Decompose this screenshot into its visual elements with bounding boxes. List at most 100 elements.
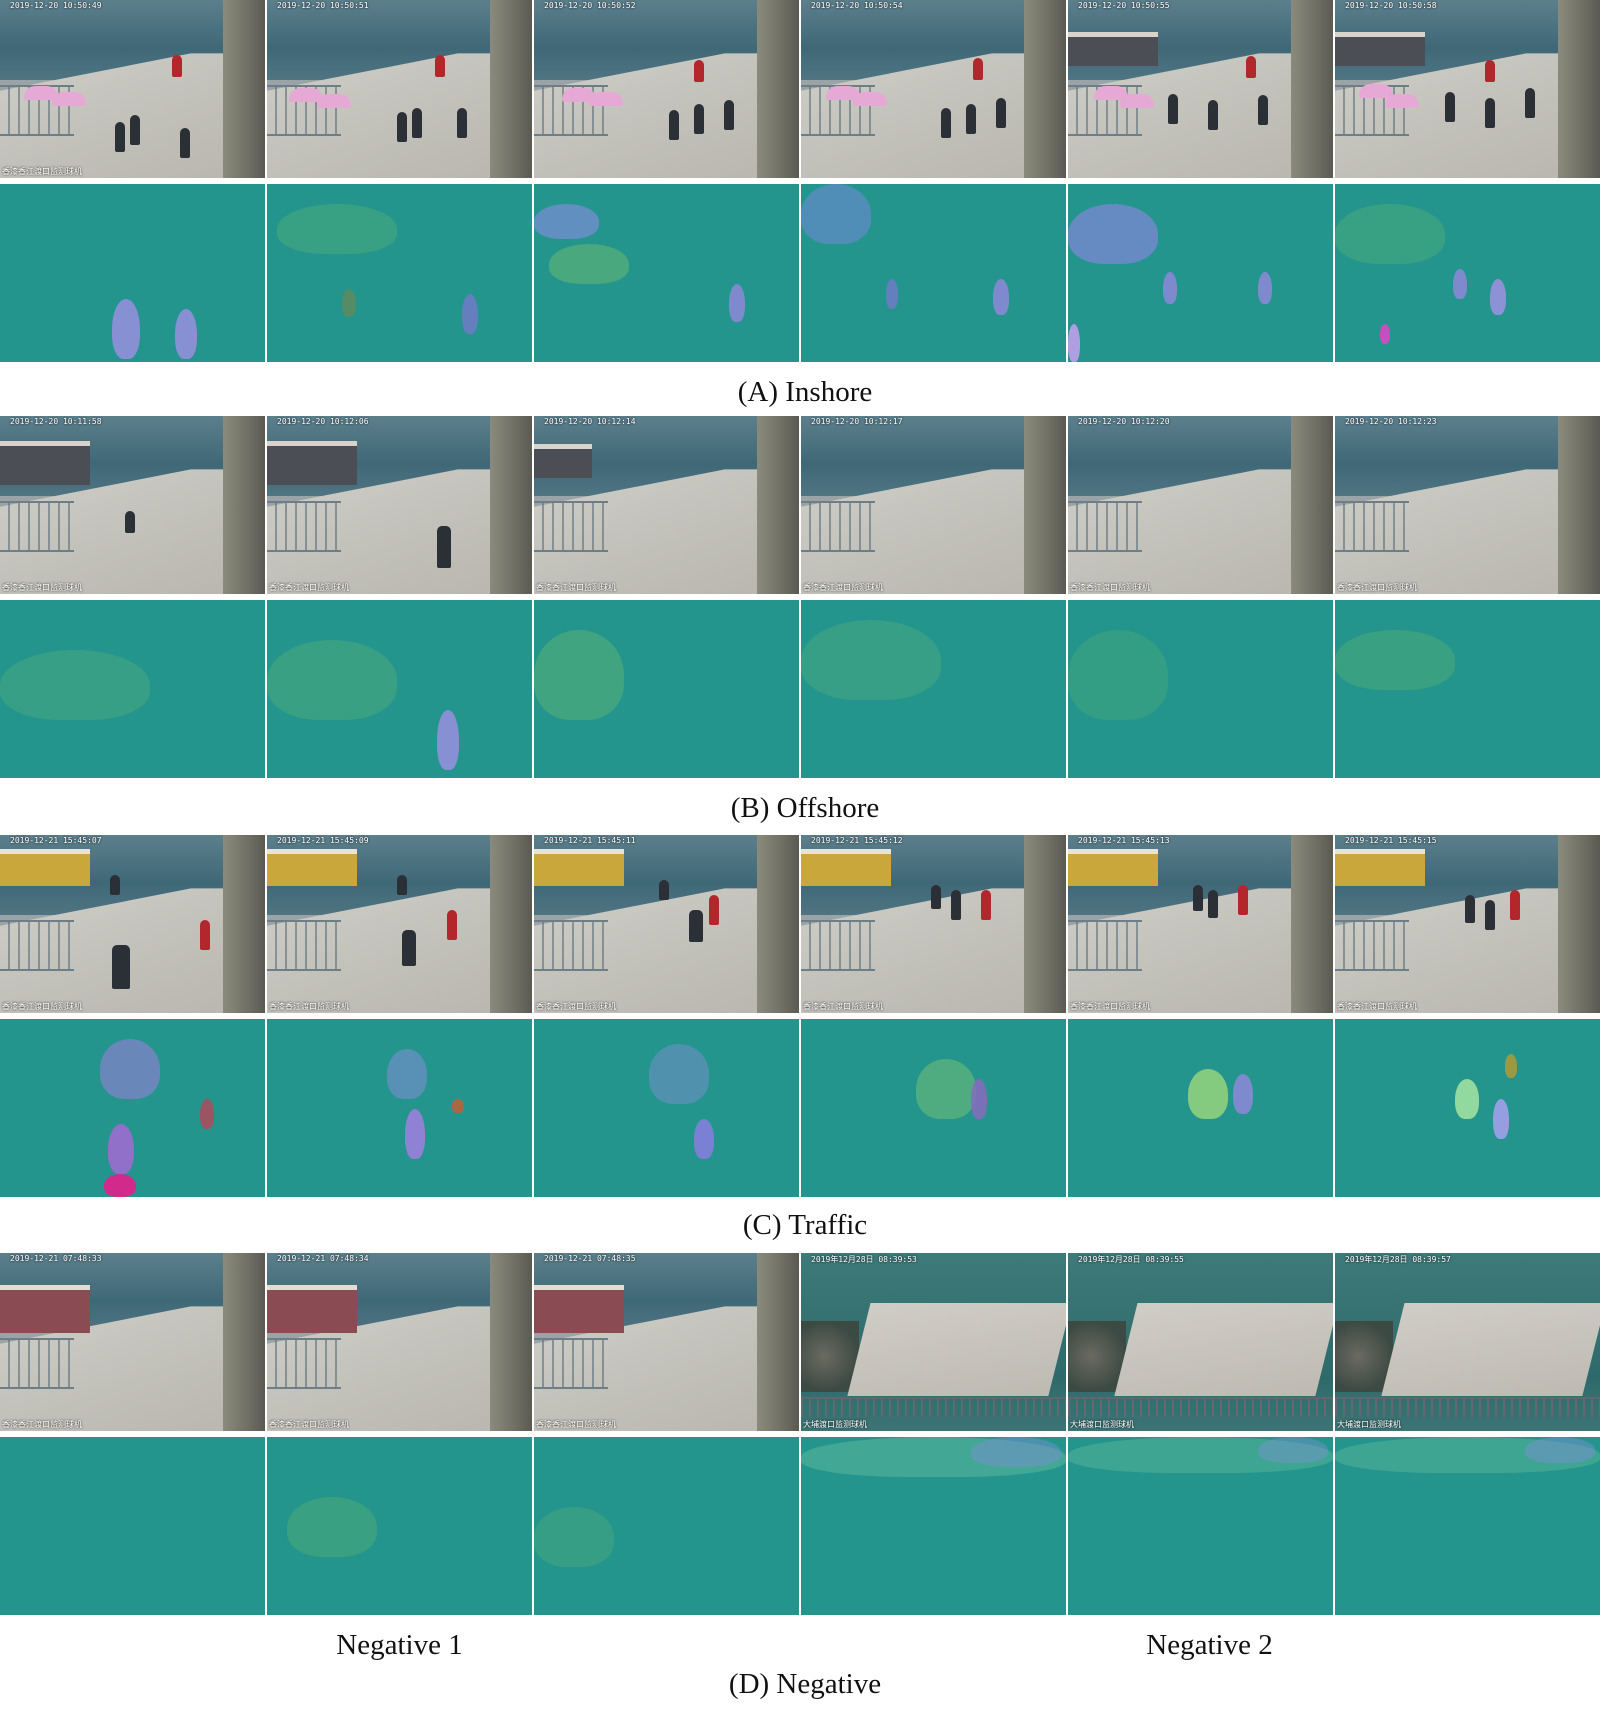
- frame-d3: 2019-12-21 07:48:35 香漆香江渡口监测球机: [534, 1253, 799, 1431]
- location-label: 香漆香江渡口监测球机: [1070, 1002, 1150, 1011]
- timestamp: 2019年12月28日 08:39:55: [1078, 1255, 1184, 1264]
- location-label: 香漆香江渡口监测球机: [536, 1002, 616, 1011]
- frame-b6: 2019-12-20 10:12:23 香漆香江渡口监测球机: [1335, 416, 1600, 594]
- frame-d1: 2019-12-21 07:48:33 香漆香江渡口监测球机: [0, 1253, 265, 1431]
- flow-b5: [1068, 600, 1333, 778]
- flow-d1: [0, 1437, 265, 1615]
- flow-b6: [1335, 600, 1600, 778]
- timestamp: 2019-12-21 15:45:07: [10, 836, 102, 845]
- frame-a6: 2019-12-20 10:50:58: [1335, 0, 1600, 178]
- frame-b2: 2019-12-20 10:12:06 香漆香江渡口监测球机: [267, 416, 532, 594]
- location-label: 香漆香江渡口监测球机: [1337, 583, 1417, 592]
- timestamp: 2019-12-21 07:48:33: [10, 1254, 102, 1263]
- timestamp: 2019-12-20 10:50:55: [1078, 1, 1170, 10]
- panel-d-frames: 2019-12-21 07:48:33 香漆香江渡口监测球机 2019-12-2…: [0, 1253, 1610, 1431]
- timestamp: 2019-12-20 10:12:06: [277, 417, 369, 426]
- timestamp: 2019-12-21 15:45:13: [1078, 836, 1170, 845]
- panel-d-flow: [0, 1437, 1610, 1615]
- flow-a4: [801, 184, 1066, 362]
- timestamp: 2019-12-21 15:45:11: [544, 836, 636, 845]
- frame-c4: 2019-12-21 15:45:12 香漆香江渡口监测球机: [801, 835, 1066, 1013]
- location-label: 香漆香江渡口监测球机: [803, 1002, 883, 1011]
- location-label: 香漆香江渡口监测球机: [536, 583, 616, 592]
- frame-c2: 2019-12-21 15:45:09 香漆香江渡口监测球机: [267, 835, 532, 1013]
- panel-b-flow: [0, 600, 1610, 778]
- flow-d3: [534, 1437, 799, 1615]
- location-label: 香漆香江渡口监测球机: [2, 1420, 82, 1429]
- caption-a: (A) Inshore: [737, 376, 873, 408]
- location-label: 大埔渡口监测球机: [1337, 1420, 1401, 1429]
- subcaption-negative-2: Negative 2: [1146, 1629, 1273, 1661]
- flow-b2: [267, 600, 532, 778]
- location-label: 香漆香江渡口监测球机: [2, 167, 82, 176]
- flow-a3: [534, 184, 799, 362]
- frame-d4: 2019年12月28日 08:39:53 大埔渡口监测球机: [801, 1253, 1066, 1431]
- location-label: 香漆香江渡口监测球机: [803, 583, 883, 592]
- flow-d2: [267, 1437, 532, 1615]
- location-label: 香漆香江渡口监测球机: [2, 1002, 82, 1011]
- frame-c1: 2019-12-21 15:45:07 香漆香江渡口监测球机: [0, 835, 265, 1013]
- timestamp: 2019-12-20 10:12:23: [1345, 417, 1437, 426]
- location-label: 香漆香江渡口监测球机: [1070, 583, 1150, 592]
- frame-c3: 2019-12-21 15:45:11 香漆香江渡口监测球机: [534, 835, 799, 1013]
- frame-a5: 2019-12-20 10:50:55: [1068, 0, 1333, 178]
- flow-c2: [267, 1019, 532, 1197]
- location-label: 香漆香江渡口监测球机: [269, 583, 349, 592]
- caption-b: (B) Offshore: [730, 792, 880, 824]
- frame-b5: 2019-12-20 10:12:20 香漆香江渡口监测球机: [1068, 416, 1333, 594]
- timestamp: 2019-12-21 07:48:35: [544, 1254, 636, 1263]
- frame-a1: 2019-12-20 10:50:49 香漆香江渡口监测球机: [0, 0, 265, 178]
- panel-a-flow: [0, 184, 1610, 362]
- frame-a4: 2019-12-20 10:50:54: [801, 0, 1066, 178]
- flow-b4: [801, 600, 1066, 778]
- panel-b-frames: 2019-12-20 10:11:58 香漆香江渡口监测球机 2019-12-2…: [0, 416, 1610, 594]
- location-label: 香漆香江渡口监测球机: [269, 1420, 349, 1429]
- frame-d6: 2019年12月28日 08:39:57 大埔渡口监测球机: [1335, 1253, 1600, 1431]
- timestamp: 2019-12-21 07:48:34: [277, 1254, 369, 1263]
- flow-a6: [1335, 184, 1600, 362]
- timestamp: 2019-12-20 10:50:51: [277, 1, 369, 10]
- flow-c5: [1068, 1019, 1333, 1197]
- timestamp: 2019-12-20 10:12:17: [811, 417, 903, 426]
- panel-a-frames: 2019-12-20 10:50:49 香漆香江渡口监测球机 2019-12-2…: [0, 0, 1610, 178]
- frame-d5: 2019年12月28日 08:39:55 大埔渡口监测球机: [1068, 1253, 1333, 1431]
- frame-b1: 2019-12-20 10:11:58 香漆香江渡口监测球机: [0, 416, 265, 594]
- panel-c-flow: [0, 1019, 1610, 1197]
- location-label: 香漆香江渡口监测球机: [536, 1420, 616, 1429]
- timestamp: 2019-12-21 15:45:15: [1345, 836, 1437, 845]
- timestamp: 2019-12-20 10:50:52: [544, 1, 636, 10]
- frame-b4: 2019-12-20 10:12:17 香漆香江渡口监测球机: [801, 416, 1066, 594]
- timestamp: 2019-12-20 10:50:49: [10, 1, 102, 10]
- timestamp: 2019-12-20 10:50:54: [811, 1, 903, 10]
- flow-b3: [534, 600, 799, 778]
- timestamp: 2019-12-21 15:45:12: [811, 836, 903, 845]
- panel-c-frames: 2019-12-21 15:45:07 香漆香江渡口监测球机 2019-12-2…: [0, 835, 1610, 1013]
- timestamp: 2019年12月28日 08:39:57: [1345, 1255, 1451, 1264]
- flow-c6: [1335, 1019, 1600, 1197]
- location-label: 大埔渡口监测球机: [1070, 1420, 1134, 1429]
- flow-c1: [0, 1019, 265, 1197]
- timestamp: 2019-12-21 15:45:09: [277, 836, 369, 845]
- flow-d5: [1068, 1437, 1333, 1615]
- subcaption-negative-1: Negative 1: [336, 1629, 463, 1661]
- flow-d4: [801, 1437, 1066, 1615]
- location-label: 香漆香江渡口监测球机: [269, 1002, 349, 1011]
- flow-c4: [801, 1019, 1066, 1197]
- frame-d2: 2019-12-21 07:48:34 香漆香江渡口监测球机: [267, 1253, 532, 1431]
- timestamp: 2019-12-20 10:12:14: [544, 417, 636, 426]
- flow-a1: [0, 184, 265, 362]
- caption-c: (C) Traffic: [742, 1209, 868, 1241]
- flow-c3: [534, 1019, 799, 1197]
- location-label: 香漆香江渡口监测球机: [1337, 1002, 1417, 1011]
- timestamp: 2019-12-20 10:50:58: [1345, 1, 1437, 10]
- location-label: 香漆香江渡口监测球机: [2, 583, 82, 592]
- timestamp: 2019-12-20 10:11:58: [10, 417, 102, 426]
- timestamp: 2019-12-20 10:12:20: [1078, 417, 1170, 426]
- caption-d: (D) Negative: [728, 1668, 882, 1700]
- flow-a5: [1068, 184, 1333, 362]
- flow-d6: [1335, 1437, 1600, 1615]
- flow-a2: [267, 184, 532, 362]
- frame-c6: 2019-12-21 15:45:15 香漆香江渡口监测球机: [1335, 835, 1600, 1013]
- frame-a2: 2019-12-20 10:50:51: [267, 0, 532, 178]
